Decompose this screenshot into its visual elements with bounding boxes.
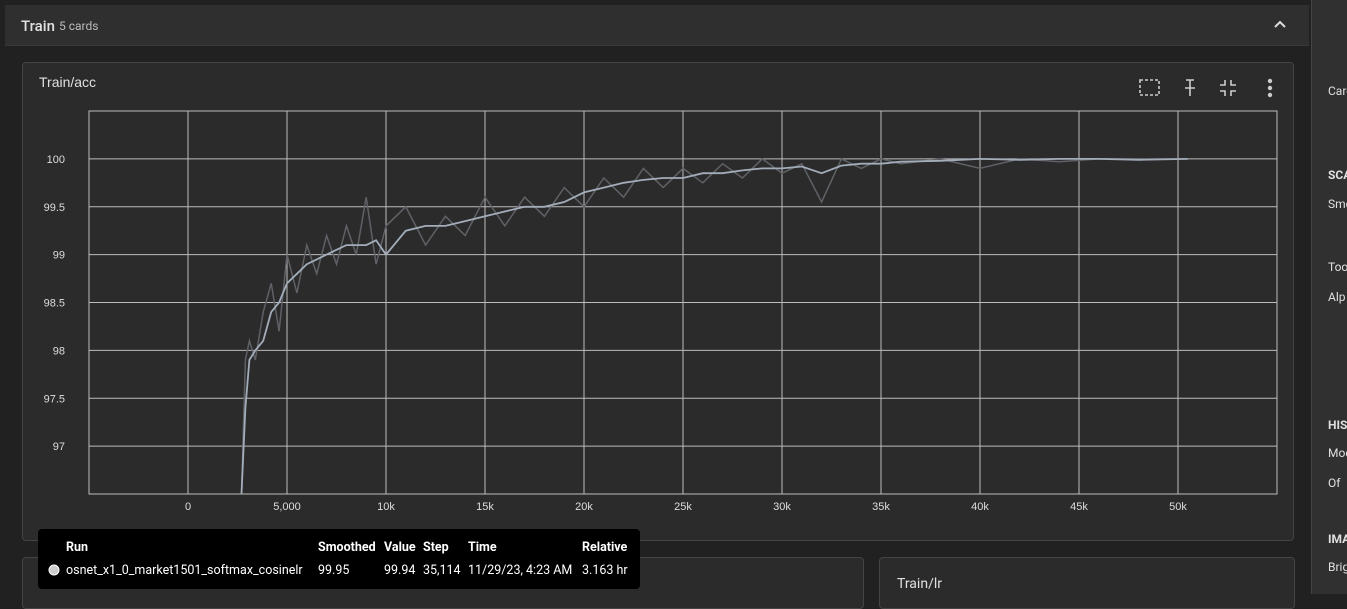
x-tick-label: 40k bbox=[971, 501, 989, 513]
line-series bbox=[240, 157, 1188, 495]
collapse-icon[interactable] bbox=[1273, 17, 1287, 31]
x-tick-label: 5,000 bbox=[273, 501, 301, 513]
x-tick-label: 10k bbox=[377, 501, 395, 513]
setting-label: Too bbox=[1328, 260, 1347, 274]
tooltip-cell: 35,114 bbox=[423, 563, 461, 578]
tooltip: Run Smoothed Value Step Time Relative os… bbox=[38, 529, 640, 589]
setting-label: Brig bbox=[1328, 560, 1347, 574]
section-header[interactable]: Train 5 cards bbox=[5, 5, 1309, 46]
chart-title: Train/acc bbox=[39, 74, 96, 90]
section-label: HIS bbox=[1328, 418, 1347, 432]
y-tick-label: 98 bbox=[53, 345, 65, 357]
y-tick-label: 99 bbox=[53, 250, 65, 262]
section-label: SCA bbox=[1328, 168, 1347, 182]
y-tick-label: 97 bbox=[53, 441, 65, 453]
page: {"header": {"title": "Train", "count": "… bbox=[5, 0, 1347, 609]
setting-label: Card bbox=[1328, 84, 1347, 98]
section-label: IMA bbox=[1328, 532, 1347, 546]
x-tick-label: 45k bbox=[1070, 501, 1088, 513]
settings-panel: Card SCA Smo Too Alp HIS Mod Of IMA Brig bbox=[1311, 0, 1347, 594]
section-title: Train bbox=[21, 17, 55, 35]
tooltip-header: Step bbox=[423, 540, 449, 555]
tooltip-header: Smoothed bbox=[318, 540, 376, 555]
dropdown[interactable]: Of bbox=[1328, 476, 1341, 490]
y-tick-label: 98.5 bbox=[44, 298, 65, 310]
tooltip-cell: 99.94 bbox=[384, 563, 416, 578]
chart: Train/acc 97 97.5 98 98.5 99 99.5 100 0 5,000 10k… bbox=[39, 74, 1278, 513]
tooltip-cell: 99.95 bbox=[318, 563, 350, 578]
y-tick-label: 99.5 bbox=[44, 202, 65, 214]
tooltip-header: Run bbox=[66, 540, 89, 555]
chart-card: Train/acc 97 97.5 98 98.5 99 99.5 100 0 5,000 10k… bbox=[22, 62, 1294, 541]
dropdown[interactable]: Alp bbox=[1328, 290, 1346, 304]
line-series bbox=[240, 157, 1188, 495]
tooltip-cell: 11/29/23, 4:23 AM bbox=[468, 563, 573, 578]
x-tick-label: 20k bbox=[575, 501, 593, 513]
tooltip-header: Value bbox=[384, 540, 416, 555]
y-tick-label: 100 bbox=[47, 154, 65, 166]
run-swatch bbox=[48, 564, 60, 576]
x-tick-label: 0 bbox=[185, 501, 191, 513]
x-tick-label: 25k bbox=[674, 501, 692, 513]
y-tick-label: 97.5 bbox=[44, 393, 65, 405]
x-tick-label: 15k bbox=[476, 501, 494, 513]
tooltip-cell: osnet_x1_0_market1501_softmax_cosinelr bbox=[66, 563, 303, 578]
card-icons[interactable] bbox=[1139, 78, 1273, 98]
setting-label: Smo bbox=[1328, 197, 1347, 211]
card-title: Train/lr bbox=[897, 576, 942, 592]
tooltip-cell: 3.163 hr bbox=[582, 563, 628, 578]
setting-label: Mod bbox=[1328, 446, 1347, 460]
tooltip-header: Time bbox=[468, 540, 497, 555]
x-tick-label: 35k bbox=[872, 501, 890, 513]
tooltip-header: Relative bbox=[582, 540, 628, 555]
card-count: 5 cards bbox=[59, 19, 99, 33]
card: Train/lr bbox=[879, 557, 1295, 609]
x-tick-label: 50k bbox=[1169, 501, 1187, 513]
x-tick-label: 30k bbox=[773, 501, 791, 513]
